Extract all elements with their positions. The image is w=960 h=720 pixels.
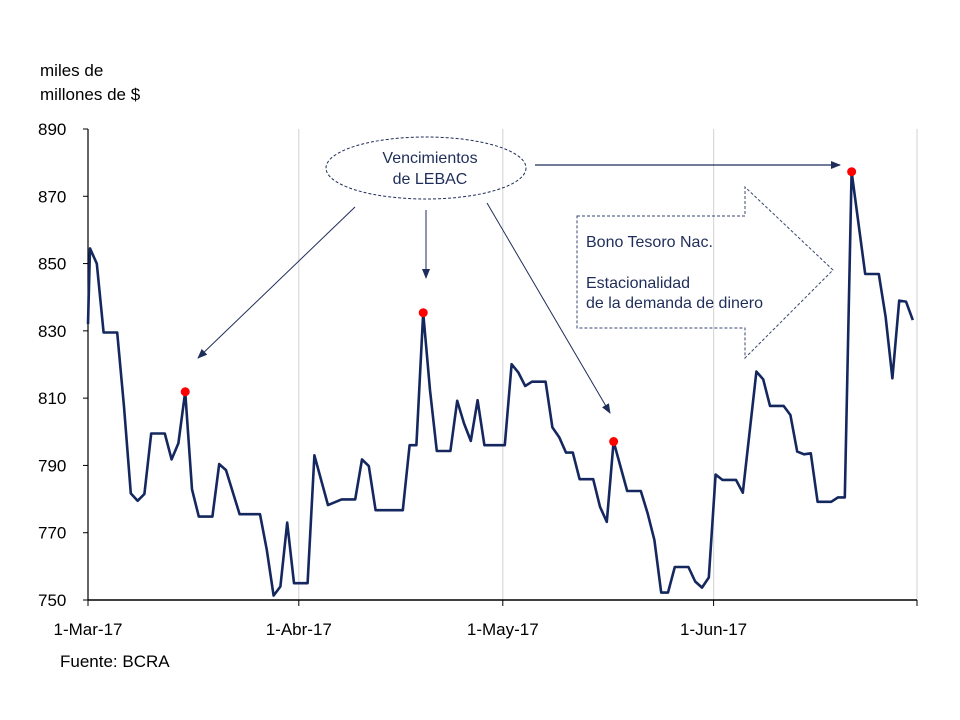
estacionalidad-line1: Estacionalidad (586, 275, 690, 292)
y-axis-label-line2: millones de $ (40, 85, 141, 104)
gridlines (298, 129, 918, 600)
axes (83, 128, 918, 606)
highlight-point (180, 387, 190, 397)
arrow-to-march (197, 206, 356, 359)
source-note: Fuente: BCRA (60, 652, 170, 671)
y-tick-label: 750 (38, 591, 66, 610)
y-tick-label: 810 (38, 389, 66, 408)
highlight-point (847, 167, 857, 177)
lebac-ellipse (325, 136, 527, 200)
y-tick-label: 890 (38, 120, 66, 139)
block-arrow (576, 185, 834, 360)
highlight-point (418, 308, 428, 318)
y-tick-labels: 750 770 790 810 830 850 870 890 (38, 120, 66, 610)
y-axis-label-line1: miles de (40, 61, 103, 80)
y-tick-label: 870 (38, 187, 66, 206)
y-tick-label: 790 (38, 456, 66, 475)
x-tick-label: 1-Mar-17 (54, 620, 123, 639)
x-tick-label: 1-Abr-17 (266, 620, 332, 639)
highlighted-points (180, 167, 857, 447)
highlight-point (609, 437, 619, 447)
y-tick-label: 830 (38, 322, 66, 341)
x-tick-label: 1-Jun-17 (680, 620, 747, 639)
lebac-label-line1: Vencimientos (382, 150, 477, 167)
arrow-to-may (486, 202, 611, 414)
x-tick-label: 1-May-17 (467, 620, 539, 639)
x-tick-labels: 1-Mar-17 1-Abr-17 1-May-17 1-Jun-17 (54, 620, 748, 639)
y-tick-label: 850 (38, 255, 66, 274)
series-line (86, 170, 915, 597)
bono-label: Bono Tesoro Nac. (586, 234, 713, 251)
estacionalidad-line2: de la demanda de dinero (586, 295, 763, 312)
y-tick-label: 770 (38, 524, 66, 543)
lebac-label-line2: de LEBAC (393, 171, 468, 188)
